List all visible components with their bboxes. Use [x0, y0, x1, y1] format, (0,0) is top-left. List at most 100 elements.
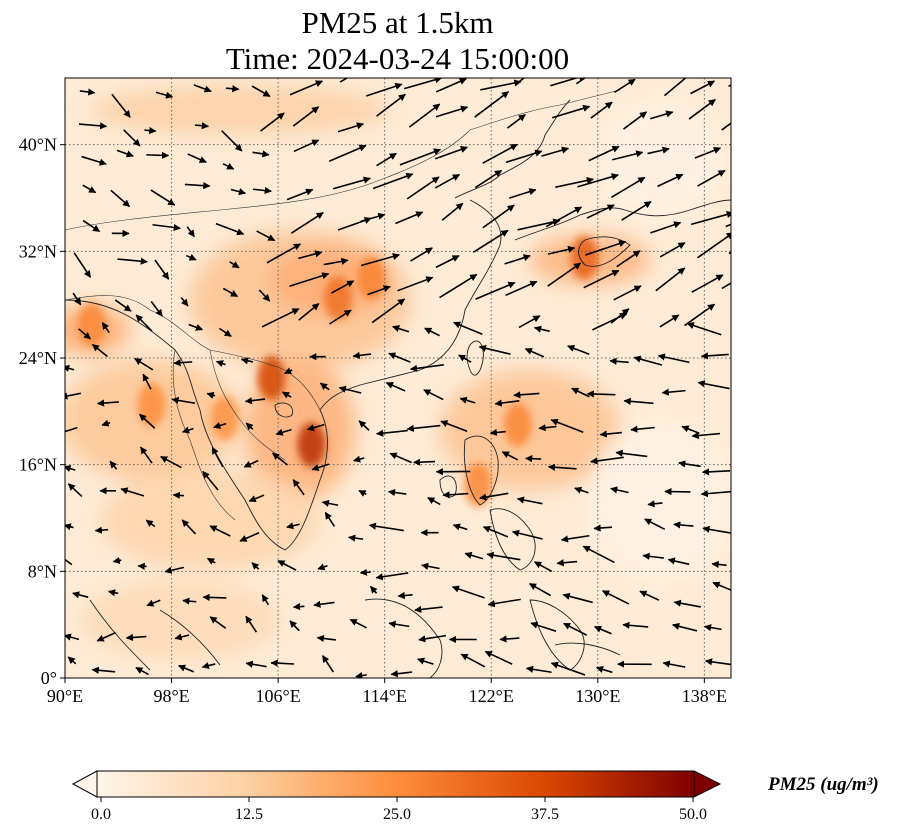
- lon-tick-label: 98°E: [153, 686, 189, 706]
- wind-arrow: [329, 309, 352, 325]
- wind-arrow: [82, 219, 101, 233]
- wind-arrow: [65, 558, 73, 566]
- wind-arrow: [125, 633, 147, 642]
- wind-arrow: [555, 176, 594, 188]
- wind-arrow: [65, 633, 80, 641]
- wind-arrow: [550, 661, 586, 676]
- wind-arrow: [499, 635, 520, 643]
- wind-arrow: [413, 458, 436, 466]
- wind-arrow: [486, 551, 521, 561]
- wind-arrow: [630, 425, 655, 433]
- wind-arrow: [292, 106, 320, 127]
- wind-arrow: [348, 534, 364, 542]
- wind-arrow: [599, 430, 622, 438]
- wind-arrow: [424, 327, 440, 337]
- wind-arrow: [459, 396, 476, 404]
- wind-arrow: [298, 302, 320, 321]
- wind-arrow: [440, 420, 468, 432]
- wind-arrow: [376, 93, 406, 117]
- wind-arrow: [355, 671, 367, 678]
- wind-arrow: [567, 344, 590, 356]
- wind-arrow: [171, 396, 196, 404]
- wind-arrow: [339, 78, 349, 83]
- wind-arrow: [101, 321, 110, 334]
- wind-arrow: [550, 78, 587, 87]
- wind-arrow: [482, 525, 509, 538]
- wind-arrow: [101, 419, 111, 427]
- wind-arrow: [150, 300, 163, 317]
- wind-arrow: [349, 618, 367, 629]
- wind-arrow: [371, 298, 406, 324]
- wind-arrow: [593, 625, 612, 635]
- wind-arrow: [408, 103, 441, 128]
- wind-arrow: [678, 460, 701, 468]
- wind-arrow: [358, 489, 367, 497]
- pm25-hotspot: [77, 302, 106, 347]
- wind-arrow: [134, 357, 154, 371]
- lat-tick-label: 0°: [41, 668, 57, 688]
- wind-arrow: [533, 325, 550, 333]
- wind-arrow: [186, 226, 195, 238]
- wind-arrow: [261, 594, 270, 606]
- wind-arrow: [258, 289, 271, 302]
- wind-arrow: [390, 670, 413, 678]
- wind-arrow: [538, 424, 557, 432]
- wind-arrow: [292, 479, 305, 496]
- title-line-1: PM25 at 1.5km: [301, 5, 494, 40]
- wind-arrow: [195, 122, 210, 130]
- pm25-hotspot: [210, 396, 239, 440]
- wind-arrow: [332, 176, 371, 190]
- wind-arrow: [721, 282, 731, 290]
- wind-arrow: [458, 354, 472, 363]
- wind-arrow: [509, 188, 537, 199]
- wind-arrow: [694, 147, 722, 159]
- wind-arrow: [478, 344, 511, 355]
- wind-arrow: [484, 650, 513, 665]
- wind-arrow: [144, 126, 157, 135]
- wind-arrow: [91, 666, 116, 674]
- wind-arrow: [230, 188, 247, 196]
- wind-arrow: [289, 80, 323, 96]
- wind-arrow: [612, 150, 644, 161]
- wind-arrow: [311, 463, 330, 472]
- wind-arrow: [209, 616, 227, 629]
- pm25-hotspots: [77, 236, 599, 507]
- wind-arrow: [547, 245, 576, 255]
- wind-arrow: [732, 190, 759, 197]
- wind-arrow: [622, 621, 649, 629]
- wind-arrow: [202, 470, 219, 491]
- wind-arrow: [453, 321, 483, 335]
- wind-arrow: [611, 176, 646, 198]
- wind-arrow: [442, 491, 469, 499]
- wind-arrow: [647, 146, 670, 155]
- wind-arrow: [528, 582, 552, 597]
- wind-arrow: [91, 343, 108, 358]
- wind-arrow: [525, 455, 542, 463]
- wind-arrow: [243, 459, 259, 468]
- wind-arrow: [642, 552, 664, 560]
- wind-arrow: [633, 355, 663, 366]
- wind-arrow: [550, 418, 584, 433]
- wind-arrow: [79, 88, 96, 96]
- wind-arrow: [650, 221, 682, 234]
- wind-arrow: [435, 78, 467, 93]
- wind-arrow: [697, 169, 726, 187]
- wind-arrow: [684, 303, 716, 327]
- wind-arrow: [434, 173, 461, 189]
- lon-tick-label: 106°E: [256, 686, 301, 706]
- wind-arrow: [270, 659, 295, 667]
- wind-arrow: [229, 261, 240, 269]
- wind-arrow: [164, 566, 185, 574]
- wind-arrow: [388, 352, 411, 363]
- wind-arrow: [187, 153, 207, 163]
- wind-arrow: [545, 206, 583, 228]
- wind-arrow: [65, 465, 76, 473]
- wind-arrow: [505, 280, 538, 297]
- wind-arrow: [480, 79, 522, 91]
- wind-arrow: [281, 391, 292, 399]
- wind-arrow: [530, 621, 557, 633]
- wind-arrow: [155, 91, 174, 99]
- wind-arrow: [504, 254, 531, 265]
- colorbar-tick-1: 12.5: [235, 806, 263, 823]
- wind-arrow: [673, 599, 701, 608]
